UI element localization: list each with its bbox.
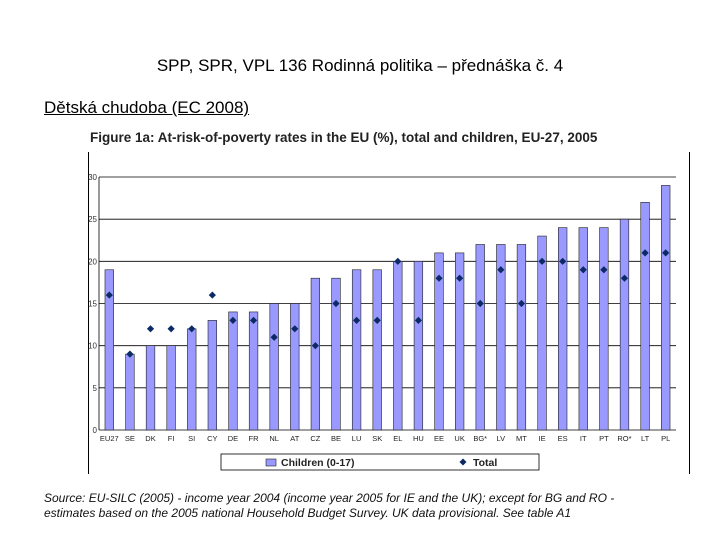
bar-children-BG* (475, 244, 485, 431)
y-tick-label: 0 (93, 426, 98, 435)
source-note: Source: EU-SILC (2005) - income year 200… (44, 491, 714, 521)
legend-box (220, 453, 540, 471)
marker-total-LT (641, 249, 649, 257)
bar-children-LU (351, 269, 362, 431)
y-tick-label: 30 (88, 173, 97, 182)
bar-children-BE (331, 277, 341, 431)
bar-children-NL (269, 303, 279, 431)
marker-total-BG* (476, 299, 484, 308)
x-tick-label: SI (188, 434, 195, 443)
x-tick-label: DK (145, 434, 155, 443)
legend-label-total: Total (473, 457, 497, 469)
marker-total-PT (600, 266, 608, 274)
marker-total-EE (435, 274, 443, 282)
y-tick-label: 15 (88, 300, 97, 309)
x-tick-label: LT (641, 434, 650, 443)
legend-swatch-total (459, 458, 467, 466)
marker-total-IE (538, 257, 546, 265)
bar-children-RO* (619, 218, 630, 431)
y-tick-label: 20 (88, 257, 97, 266)
slide-subtitle: Dětská chudoba (EC 2008) (44, 98, 250, 117)
x-tick-label: BG* (473, 434, 487, 443)
x-tick-label: EE (434, 434, 444, 443)
marker-total-MT (517, 299, 526, 308)
x-tick-label: CZ (310, 434, 320, 443)
bar-children-EL (393, 261, 403, 431)
x-tick-label: FI (168, 434, 175, 443)
marker-total-UK (456, 274, 464, 282)
x-tick-label: RO* (617, 434, 631, 443)
x-tick-label: FR (249, 434, 260, 443)
x-tick-label: IE (539, 434, 546, 443)
x-tick-label: SK (372, 434, 382, 443)
x-tick-label: UK (454, 434, 464, 443)
bar-children-HU (413, 261, 424, 431)
bar-children-IT (578, 227, 588, 431)
x-tick-label: HU (413, 434, 424, 443)
x-tick-label: MT (516, 434, 527, 443)
bar-children-SK (372, 269, 382, 431)
y-tick-label: 5 (93, 384, 98, 393)
marker-total-FI (167, 325, 175, 333)
bar-children-ES (558, 227, 568, 431)
x-tick-label: PL (661, 434, 670, 443)
marker-total-NL (270, 333, 278, 341)
x-tick-label: LU (352, 434, 362, 443)
x-tick-label: ES (558, 434, 568, 443)
y-tick-label: 10 (88, 342, 97, 351)
bar-children-DK (145, 345, 156, 431)
x-tick-label: BE (331, 434, 341, 443)
bar-children-CZ (310, 277, 321, 431)
bar-children-FI (166, 345, 176, 431)
bar-children-LT (640, 201, 650, 431)
marker-total-BE (332, 299, 340, 308)
y-tick-label: 25 (88, 215, 97, 224)
bar-children-IE (537, 235, 547, 431)
bar-children-EU27 (104, 269, 114, 431)
marker-total-IT (579, 266, 587, 274)
bar-children-PT (599, 227, 609, 431)
x-tick-label: AT (290, 434, 299, 443)
bar-children-PL (661, 185, 671, 431)
marker-total-CZ (311, 342, 319, 350)
x-tick-label: EU27 (100, 434, 119, 443)
x-tick-label: PT (599, 434, 609, 443)
source-line-1: Source: EU-SILC (2005) - income year 200… (44, 491, 615, 505)
bar-children-FR (248, 311, 259, 431)
marker-total-SI (188, 325, 196, 333)
bar-children-AT (290, 303, 300, 431)
bar-children-SE (125, 353, 135, 431)
x-tick-label: SE (125, 434, 135, 443)
bar-children-MT (516, 244, 527, 431)
source-line-2: estimates based on the 2005 national Hou… (44, 506, 572, 520)
bar-children-DE (228, 311, 238, 431)
marker-total-CY (208, 291, 216, 299)
bar-children-UK (454, 252, 465, 431)
marker-total-DK (146, 325, 155, 333)
x-tick-label: NL (269, 434, 279, 443)
bar-children-LV (496, 244, 506, 431)
x-tick-label: LV (497, 434, 506, 443)
x-tick-label: DE (228, 434, 238, 443)
x-tick-label: CY (207, 434, 217, 443)
marker-total-PL (662, 249, 670, 257)
x-tick-label: EL (393, 434, 402, 443)
bar-children-SI (187, 328, 197, 431)
slide-title: SPP, SPR, VPL 136 Rodinná politika – pře… (156, 56, 564, 75)
marker-total-ES (559, 257, 567, 265)
bar-children-EE (434, 252, 444, 431)
legend-swatch-children (265, 458, 277, 467)
x-tick-label: IT (580, 434, 587, 443)
legend-label-children: Children (0-17) (281, 457, 355, 469)
marker-total-LV (497, 266, 505, 274)
bar-children-CY (207, 320, 217, 431)
figure-title: Figure 1a: At-risk-of-poverty rates in t… (90, 130, 598, 145)
